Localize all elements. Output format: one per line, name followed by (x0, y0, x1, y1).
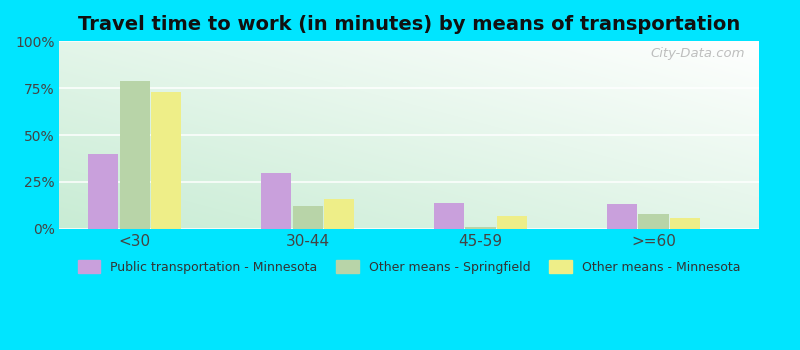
Bar (638, 214, 669, 229)
Bar (261, 173, 291, 229)
Bar (324, 199, 354, 229)
Legend: Public transportation - Minnesota, Other means - Springfield, Other means - Minn: Public transportation - Minnesota, Other… (73, 256, 746, 279)
Bar (497, 216, 527, 229)
Bar (466, 227, 495, 229)
Bar (293, 206, 322, 229)
Bar (670, 218, 700, 229)
Text: City-Data.com: City-Data.com (650, 47, 745, 60)
Bar (434, 203, 464, 229)
Title: Travel time to work (in minutes) by means of transportation: Travel time to work (in minutes) by mean… (78, 15, 740, 34)
Bar (88, 154, 118, 229)
Bar (119, 80, 150, 229)
Bar (151, 92, 182, 229)
Bar (607, 204, 637, 229)
